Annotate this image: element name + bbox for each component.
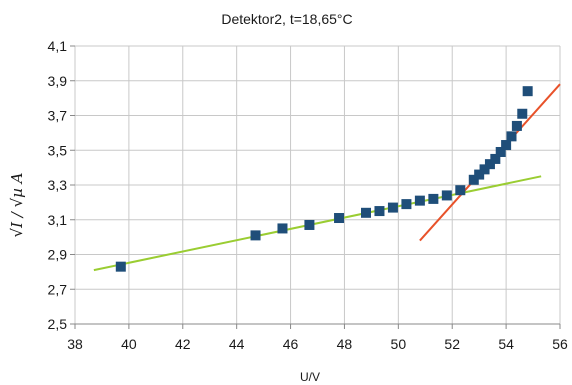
x-tick-label: 38: [67, 336, 83, 352]
data-point: [506, 131, 517, 142]
data-point: [522, 86, 533, 97]
data-point: [441, 190, 452, 201]
data-point: [401, 199, 412, 210]
data-point: [479, 164, 490, 175]
data-point: [304, 219, 315, 230]
x-axis-label: U/V: [300, 370, 320, 384]
x-tick-label: 40: [121, 336, 137, 352]
data-point: [484, 159, 495, 170]
x-tick-label: 52: [444, 336, 460, 352]
y-tick-label: 2,7: [48, 281, 68, 297]
y-tick-label: 3,7: [48, 108, 68, 124]
data-point: [334, 213, 345, 224]
fit-line-0: [93, 175, 542, 272]
data-point: [277, 223, 288, 234]
data-point: [501, 140, 512, 151]
data-point: [468, 174, 479, 185]
data-point: [115, 261, 126, 272]
data-point: [490, 153, 501, 164]
data-points: [115, 86, 533, 272]
x-tick-label: 48: [337, 336, 353, 352]
x-tick-label: 50: [391, 336, 407, 352]
x-tick-label: 42: [175, 336, 191, 352]
chart-title: Detektor2, t=18,65°C: [221, 11, 352, 27]
y-tick-label: 2,5: [48, 316, 68, 332]
data-point: [374, 206, 385, 217]
data-point: [414, 195, 425, 206]
x-tick-label: 44: [229, 336, 245, 352]
x-tick-label: 46: [283, 336, 299, 352]
y-tick-label: 3,1: [48, 212, 68, 228]
data-point: [455, 185, 466, 196]
data-point: [517, 108, 528, 119]
tick-labels: 38 40 42 44 46 48 50 52 54 56 2,5 2,7 2,9 3,1 3,3 3,5 3,…: [48, 38, 568, 352]
data-point: [495, 146, 506, 157]
data-point: [428, 193, 439, 204]
grid-lines: [70, 45, 561, 329]
data-point: [511, 120, 522, 131]
y-tick-label: 3,5: [48, 142, 68, 158]
y-tick-label: 3,3: [48, 177, 68, 193]
y-tick-label: 3,9: [48, 73, 68, 89]
data-point: [474, 169, 485, 180]
data-point: [250, 230, 261, 241]
y-tick-label: 4,1: [48, 38, 68, 54]
y-tick-label: 2,9: [48, 247, 68, 263]
data-point: [361, 207, 371, 218]
fit-lines: [93, 83, 561, 272]
y-axis-label: √I / √µ A: [8, 172, 26, 237]
x-tick-label: 54: [498, 336, 514, 352]
x-tick-label: 56: [552, 336, 568, 352]
data-point: [387, 202, 398, 213]
